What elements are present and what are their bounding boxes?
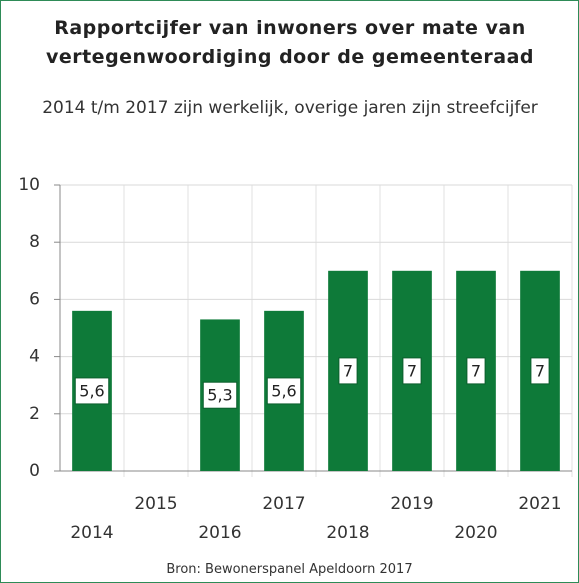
x-tick-label: 2018 bbox=[326, 523, 369, 543]
value-label: 5,6 bbox=[271, 381, 296, 400]
chart-subtitle: 2014 t/m 2017 zijn werkelijk, overige ja… bbox=[42, 98, 538, 118]
source-note: Bron: Bewonerspanel Apeldoorn 2017 bbox=[166, 562, 413, 577]
value-label: 5,3 bbox=[207, 386, 232, 405]
value-label: 7 bbox=[343, 361, 353, 380]
value-label: 7 bbox=[535, 361, 545, 380]
value-label-box bbox=[338, 357, 358, 385]
y-tick-label: 8 bbox=[29, 232, 40, 252]
x-tick-label: 2017 bbox=[262, 494, 305, 514]
x-tick-label: 2015 bbox=[134, 494, 177, 514]
y-tick-label: 2 bbox=[29, 404, 40, 424]
value-label: 7 bbox=[407, 361, 417, 380]
x-tick-label: 2019 bbox=[390, 494, 433, 514]
y-tick-label: 0 bbox=[29, 461, 40, 481]
chart-title: Rapportcijfer van inwoners over mate van… bbox=[45, 17, 535, 68]
value-label-box bbox=[530, 357, 550, 385]
y-tick-label: 6 bbox=[29, 289, 40, 309]
value-label-box bbox=[74, 377, 110, 405]
y-tick-label: 10 bbox=[18, 175, 40, 195]
value-label-box bbox=[466, 357, 486, 385]
x-tick-label: 2014 bbox=[70, 523, 113, 543]
value-label: 5,6 bbox=[79, 381, 104, 400]
x-tick-label: 2016 bbox=[198, 523, 241, 543]
value-label-box bbox=[202, 381, 238, 409]
value-label: 7 bbox=[471, 361, 481, 380]
x-tick-label: 2020 bbox=[454, 523, 497, 543]
value-label-box bbox=[266, 377, 302, 405]
value-label-box bbox=[402, 357, 422, 385]
y-tick-label: 4 bbox=[29, 347, 40, 367]
x-tick-label: 2021 bbox=[518, 494, 561, 514]
